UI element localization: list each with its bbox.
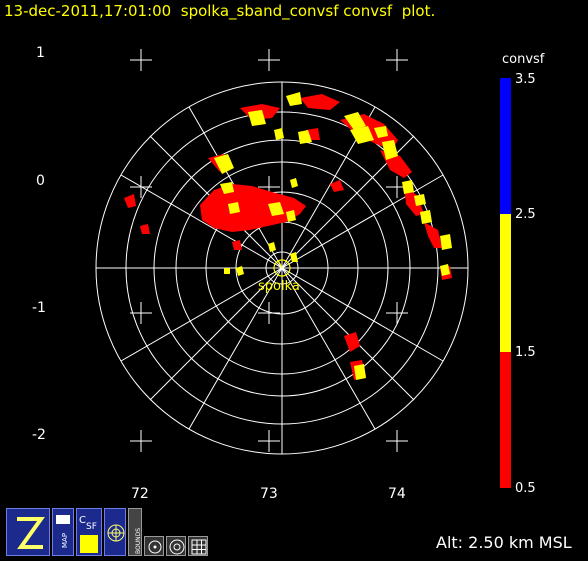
zoom-icon	[17, 517, 45, 549]
svg-text:SF: SF	[86, 522, 97, 532]
colorbar-tick: 0.5	[515, 481, 536, 496]
csf-icon: C SF	[79, 515, 98, 553]
svg-text:C: C	[79, 515, 86, 526]
ring-button[interactable]	[144, 536, 164, 556]
grid-crosses	[130, 49, 408, 452]
x-tick-label: 73	[260, 486, 278, 502]
echoes-convective	[214, 92, 452, 380]
bounds-icon: BOUNDS	[135, 528, 142, 554]
station-label: spolka	[258, 279, 300, 294]
map-icon: MAP	[56, 515, 70, 548]
y-tick-label: 1	[36, 45, 45, 61]
radar-icon	[107, 524, 125, 542]
y-tick-label: 0	[36, 173, 45, 189]
grid-icon	[191, 539, 207, 555]
station-marker-icon	[273, 259, 291, 277]
svg-text:BOUNDS: BOUNDS	[135, 528, 142, 554]
colorbar-tick: 1.5	[515, 345, 536, 360]
colorbar-segment-red	[500, 352, 511, 488]
colorbar-label: convsf	[502, 52, 545, 67]
y-tick-label: -1	[32, 300, 46, 316]
colorbar-tick: 2.5	[515, 207, 536, 222]
altitude-label: Alt: 2.50 km MSL	[436, 533, 572, 552]
colorbar-segment-yellow	[500, 214, 511, 352]
map-button[interactable]: MAP	[52, 508, 74, 556]
colorbar-tick: 3.5	[515, 72, 536, 87]
colorbar-segment-blue	[500, 78, 511, 214]
radar-button[interactable]	[104, 508, 126, 556]
y-tick-label: -2	[32, 427, 46, 443]
grid-button[interactable]	[188, 536, 208, 556]
target-icon	[169, 539, 185, 555]
plot-title: 13-dec-2011,17:01:00 spolka_sband_convsf…	[4, 2, 436, 20]
svg-text:MAP: MAP	[61, 533, 69, 548]
bounds-button[interactable]: BOUNDS	[128, 508, 142, 556]
x-tick-label: 74	[388, 486, 406, 502]
csf-button[interactable]: C SF	[76, 508, 102, 556]
zoom-button[interactable]	[6, 508, 50, 556]
ring-icon	[148, 540, 162, 554]
echoes-stratiform	[124, 94, 452, 380]
x-tick-label: 72	[131, 486, 149, 502]
toolbar: MAP C SF BOUNDS	[6, 508, 208, 556]
target-button[interactable]	[166, 536, 186, 556]
